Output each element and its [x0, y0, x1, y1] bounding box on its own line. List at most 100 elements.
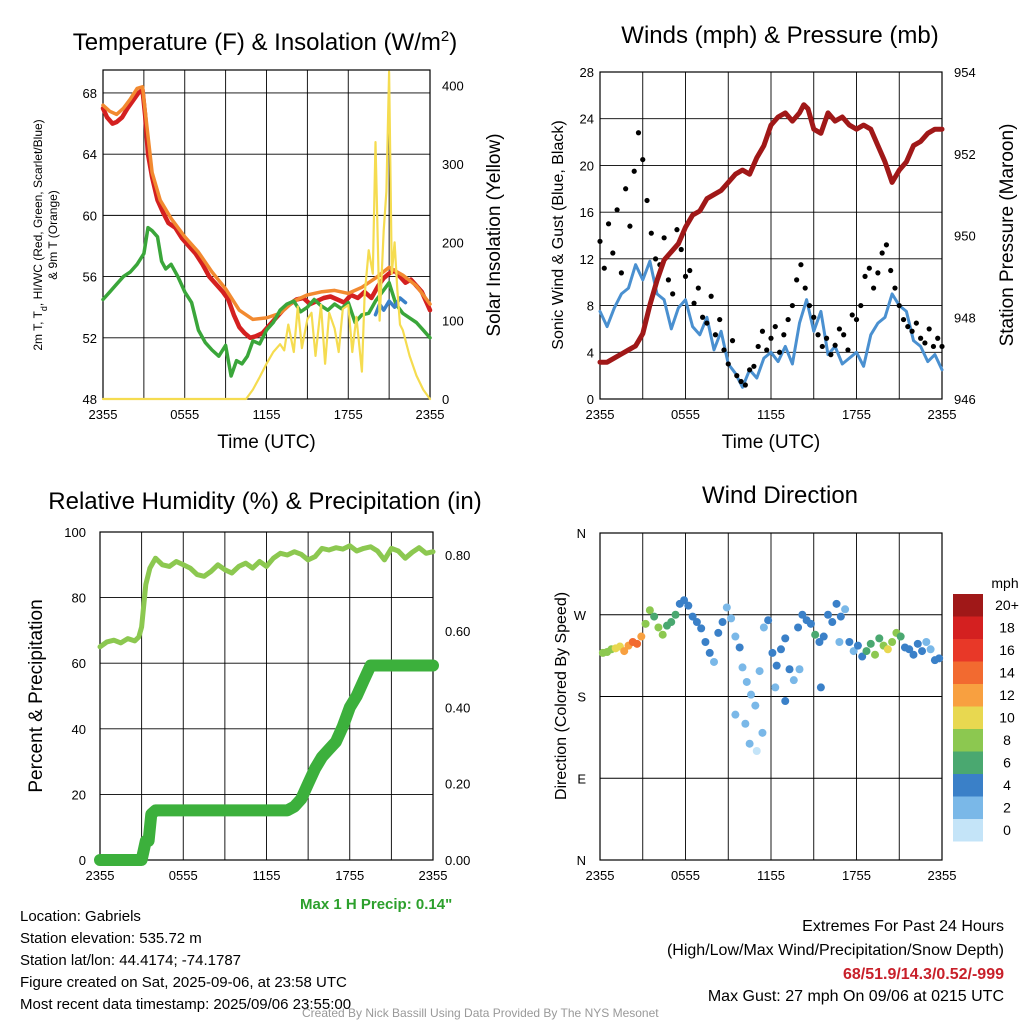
y-axis-label-part: , HI/WC (Red, Green, Scarlet/Blue): [31, 119, 45, 306]
gust-point: [926, 326, 932, 332]
y-tick-label: W: [574, 608, 587, 623]
gust-point: [853, 316, 860, 323]
gust-point: [670, 291, 676, 297]
y2-tick-label: 0.40: [445, 700, 470, 715]
gust-point: [823, 335, 830, 341]
direction-point: [671, 610, 680, 619]
direction-point: [747, 690, 756, 699]
direction-point: [828, 618, 837, 627]
gust-point: [661, 235, 667, 241]
legend-label: 16: [999, 642, 1015, 658]
y-tick-label: 0: [79, 853, 86, 868]
direction-point: [633, 639, 642, 648]
y2-axis-label: Solar Insolation (Yellow): [484, 133, 505, 336]
direction-point: [841, 605, 850, 614]
direction-point: [896, 632, 905, 641]
gust-point: [785, 316, 791, 323]
x-tick-label: 2355: [586, 868, 615, 883]
direction-point: [795, 665, 804, 674]
legend-label: 2: [1003, 800, 1011, 816]
gust-point: [738, 378, 744, 385]
gust-point: [772, 323, 778, 330]
gust-point: [601, 265, 607, 271]
x-tick-label: 2355: [86, 868, 115, 883]
direction-point: [871, 650, 880, 659]
direction-point: [727, 614, 736, 623]
gust-point: [704, 320, 710, 326]
gust-point: [742, 382, 748, 388]
y2-tick-label: 948: [954, 310, 976, 325]
direction-point: [731, 632, 740, 641]
gust-point: [776, 349, 783, 355]
gust-point: [618, 270, 624, 276]
footer-elevation: Station elevation: 535.72 m: [20, 930, 202, 947]
gust-point: [747, 367, 753, 373]
y-tick-label: 68: [83, 86, 97, 101]
series-pressure: [597, 102, 945, 365]
y2-tick-label: 200: [442, 235, 464, 250]
y-tick-label: 100: [64, 525, 86, 540]
gust-point: [935, 335, 941, 341]
direction-point: [620, 647, 629, 656]
gust-point: [858, 302, 864, 309]
direction-point: [650, 612, 659, 621]
legend-label: 18: [999, 620, 1015, 636]
footer-latlon: Station lat/lon: 44.4174; -74.1787: [20, 952, 242, 969]
direction-point: [845, 638, 854, 646]
gust-point: [781, 332, 787, 338]
gust-point: [635, 130, 642, 136]
gust-point: [648, 230, 654, 236]
direction-point: [824, 610, 832, 619]
y-axis-label: Direction (Colored By Speed): [553, 592, 570, 800]
direction-point: [738, 663, 747, 672]
legend-swatch: [953, 616, 983, 639]
direction-point: [637, 632, 646, 641]
direction-point: [815, 638, 824, 646]
y-tick-label: 80: [72, 591, 86, 606]
gust-point: [708, 293, 714, 299]
y-tick-label: 64: [83, 147, 97, 162]
direction-point: [701, 638, 710, 646]
y2-tick-label: 0.20: [445, 777, 470, 792]
gust-point: [764, 347, 770, 353]
gust-point: [909, 328, 915, 334]
gust-point: [892, 285, 898, 291]
direction-point: [641, 619, 650, 628]
y2-tick-label: 954: [954, 65, 976, 80]
credit-line: Created By Nick Bassill Using Data Provi…: [302, 1006, 659, 1020]
gust-point: [644, 197, 650, 204]
direction-point: [926, 645, 935, 654]
series-9m-t: [101, 85, 432, 322]
direction-point: [680, 596, 689, 605]
legend-swatch: [953, 796, 983, 819]
gust-point: [883, 242, 890, 248]
direction-point: [758, 728, 767, 737]
direction-point: [759, 623, 768, 632]
direction-point: [862, 647, 871, 656]
gust-point: [922, 340, 928, 346]
legend-label: 14: [999, 665, 1015, 681]
y-tick-label: E: [577, 771, 586, 786]
y-tick-label: 28: [580, 65, 594, 80]
y2-tick-label: 952: [954, 147, 976, 162]
direction-point: [905, 645, 914, 654]
gust-point: [802, 285, 808, 291]
direction-point: [836, 612, 845, 621]
gust-point: [678, 246, 684, 253]
legend-swatch: [953, 819, 983, 842]
gust-point: [729, 338, 736, 344]
legend-label: 20+: [995, 597, 1019, 613]
x-tick-label: 2355: [89, 407, 118, 422]
footer-created: Figure created on Sat, 2025-09-06, at 23…: [20, 974, 347, 991]
direction-point: [772, 661, 781, 670]
gust-point: [717, 316, 723, 323]
footer-recent: Most recent data timestamp: 2025/09/06 2…: [20, 996, 352, 1013]
x-tick-label: 2355: [586, 407, 615, 422]
direction-point: [768, 648, 777, 657]
direction-point: [654, 623, 663, 632]
x-tick-label: 0555: [671, 407, 700, 422]
direction-point: [858, 652, 867, 661]
plot-frame: [102, 69, 431, 400]
panel-temp: [102, 69, 431, 400]
